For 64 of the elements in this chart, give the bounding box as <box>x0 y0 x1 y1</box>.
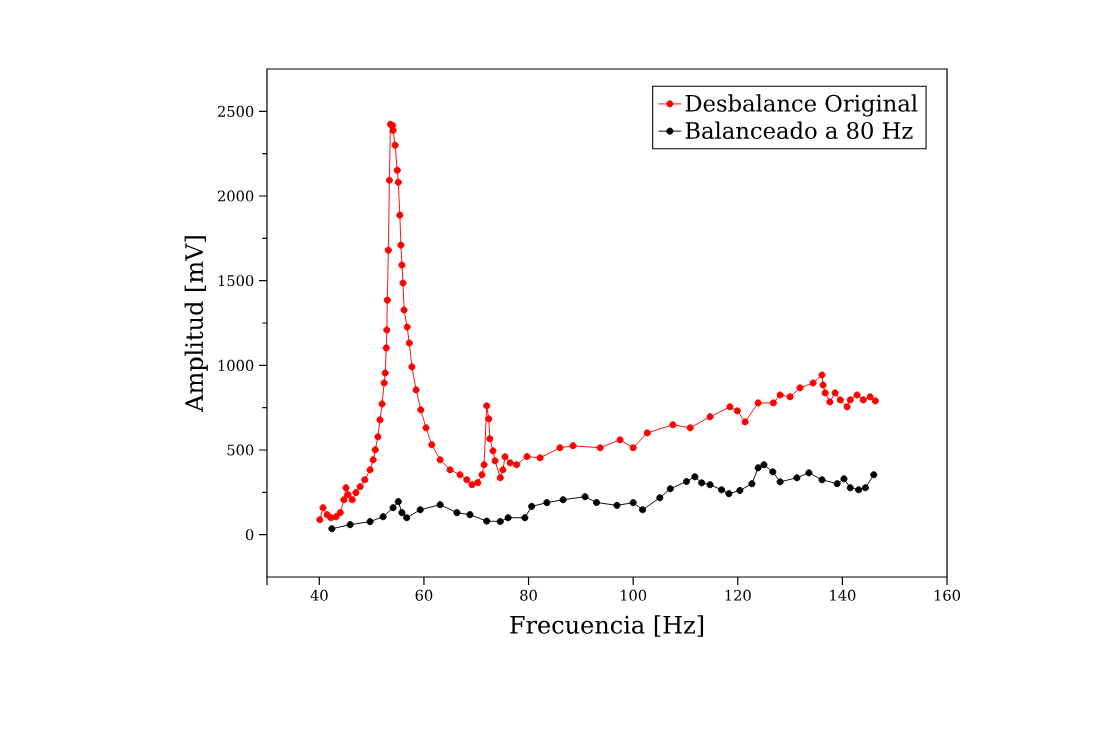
y-tick-label: 2000 <box>217 190 254 202</box>
point <box>748 480 756 488</box>
point <box>581 493 589 501</box>
point <box>593 498 601 507</box>
point <box>776 478 784 486</box>
point <box>870 471 878 479</box>
point <box>861 484 869 492</box>
point <box>706 481 714 489</box>
x-tick-label: 120 <box>725 589 751 601</box>
point <box>496 517 504 525</box>
point <box>328 525 336 533</box>
point <box>466 511 474 519</box>
point <box>666 485 674 493</box>
point <box>691 473 699 481</box>
point <box>403 514 411 522</box>
legend-label: Desbalance Original <box>685 94 918 117</box>
point <box>793 474 801 482</box>
point <box>379 513 387 521</box>
point <box>754 464 762 472</box>
point <box>543 499 551 507</box>
point <box>528 502 536 510</box>
point <box>436 501 444 509</box>
point <box>559 496 567 504</box>
point <box>805 469 813 477</box>
x-tick-label: 40 <box>310 589 328 601</box>
point <box>416 506 424 514</box>
point <box>718 486 726 494</box>
point <box>398 509 406 517</box>
point <box>698 479 706 487</box>
x-tick-label: 100 <box>620 589 647 601</box>
point <box>725 490 733 498</box>
point <box>504 514 512 522</box>
point <box>366 518 374 526</box>
point <box>840 475 848 483</box>
x-tick-label: 160 <box>934 589 961 601</box>
y-axis-title: Amplitud [mV] <box>184 236 208 412</box>
point <box>453 509 461 517</box>
point <box>736 486 744 495</box>
y-tick-label: 0 <box>245 529 254 541</box>
point <box>629 499 637 507</box>
point <box>521 514 529 522</box>
y-tick-label: 1000 <box>218 359 254 371</box>
point <box>639 506 647 514</box>
x-tick-label: 60 <box>415 589 433 601</box>
point <box>760 461 768 469</box>
point <box>769 468 777 476</box>
y-tick-label: 2500 <box>217 105 254 117</box>
point <box>346 521 354 529</box>
point <box>818 476 826 484</box>
point <box>656 494 664 502</box>
point <box>846 484 854 492</box>
y-tick-label: 1500 <box>218 275 254 287</box>
x-tick-label: 80 <box>520 589 537 601</box>
point <box>682 477 691 486</box>
point <box>394 498 402 506</box>
point <box>389 504 397 512</box>
x-tick-label: 140 <box>830 589 856 601</box>
x-axis-title: Frecuencia [Hz] <box>510 615 704 637</box>
y-tick-label: 500 <box>227 444 254 456</box>
point <box>613 501 621 509</box>
point <box>483 517 491 525</box>
point <box>855 486 863 494</box>
legend-label: Balanceado a 80 Hz <box>685 121 913 140</box>
point <box>833 480 841 488</box>
